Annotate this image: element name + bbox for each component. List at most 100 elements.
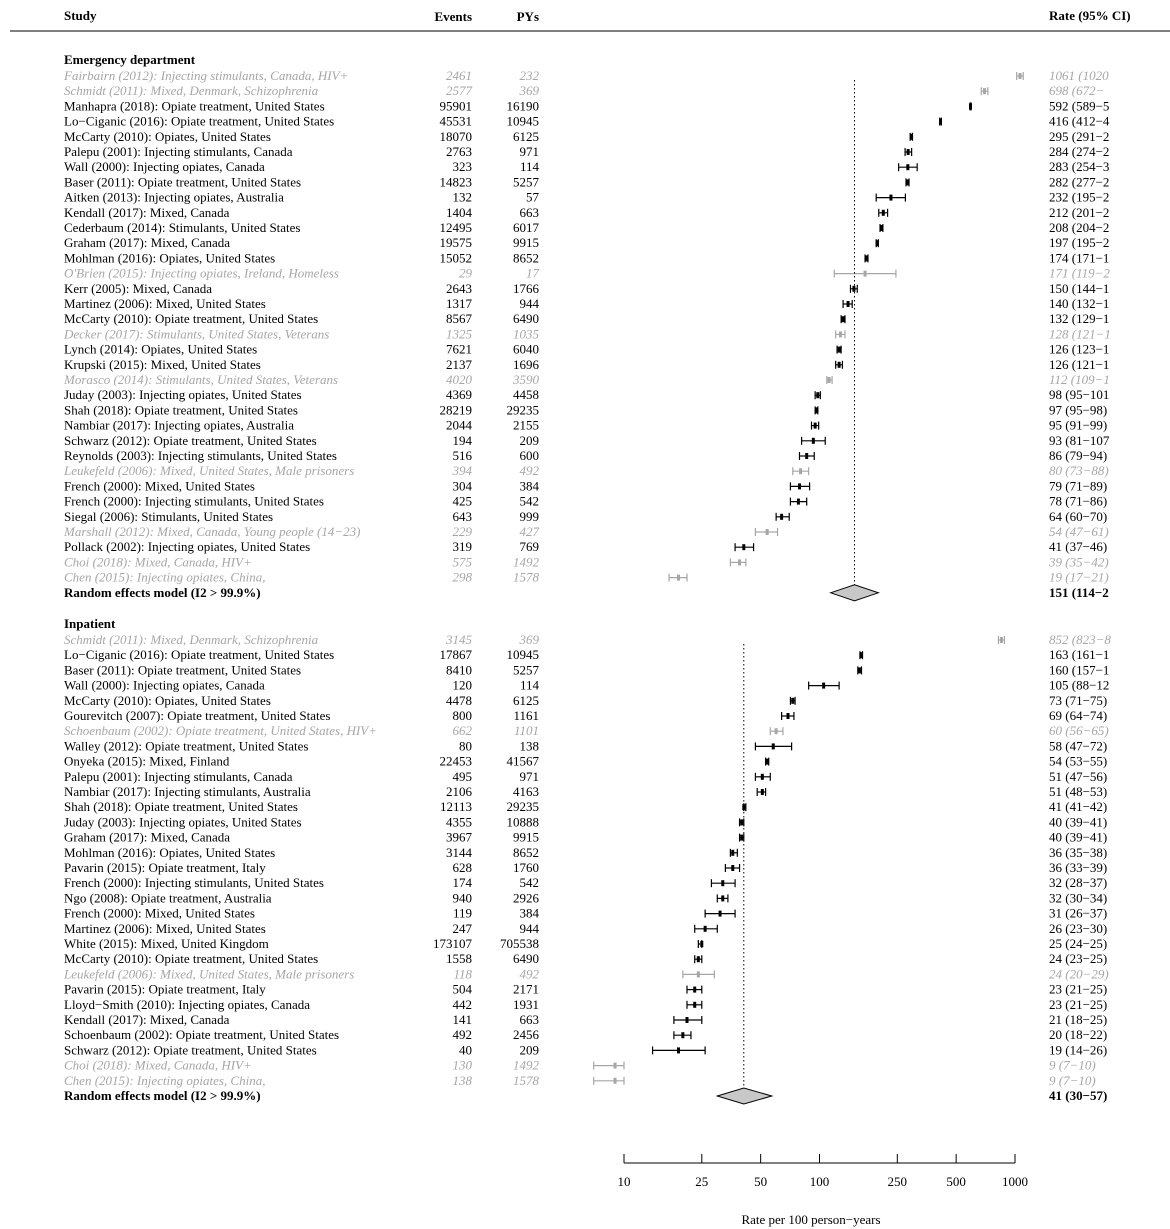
- study-rate-text: 20 (18−22): [1049, 1027, 1107, 1042]
- study-pys: 5257: [513, 174, 540, 189]
- point-estimate: [718, 910, 722, 917]
- section-title: Emergency department: [64, 52, 196, 67]
- point-estimate: [721, 880, 725, 887]
- study-rate-text: 9 (7−10): [1049, 1073, 1096, 1088]
- point-estimate: [799, 468, 803, 475]
- study-pys: 6125: [513, 129, 539, 144]
- point-estimate: [738, 559, 742, 566]
- study-label: McCarty (2010): Opiate treatment, United…: [64, 311, 318, 326]
- study-events: 940: [453, 890, 473, 905]
- study-rate-text: 126 (123−1: [1049, 342, 1109, 357]
- study-events: 2044: [446, 418, 473, 433]
- study-rate-text: 416 (412−4: [1049, 114, 1110, 129]
- study-rate-text: 78 (71−86): [1049, 494, 1107, 509]
- study-label: Onyeka (2015): Mixed, Finland: [64, 754, 230, 769]
- study-events: 19575: [440, 235, 473, 250]
- study-label: Pavarin (2015): Opiate treatment, Italy: [64, 860, 266, 875]
- study-rate-text: 9 (7−10): [1049, 1058, 1096, 1073]
- study-pys: 1101: [514, 723, 539, 738]
- x-tick-label: 50: [754, 1174, 767, 1189]
- study-rate-text: 126 (121−1: [1049, 357, 1109, 372]
- point-estimate: [791, 697, 795, 704]
- study-label: Cederbaum (2014): Stimulants, United Sta…: [64, 220, 301, 235]
- study-events: 17867: [440, 647, 473, 662]
- study-label: Siegal (2006): Stimulants, United States: [64, 509, 273, 524]
- study-rate-text: 40 (39−41): [1049, 830, 1107, 845]
- study-rate-text: 160 (157−1: [1049, 662, 1109, 677]
- point-estimate: [875, 240, 879, 247]
- study-pys: 6490: [513, 951, 539, 966]
- study-pys: 1766: [513, 281, 540, 296]
- header-pys: PYs: [517, 9, 539, 24]
- study-events: 298: [453, 570, 473, 585]
- point-estimate: [857, 667, 861, 674]
- point-estimate: [740, 834, 744, 841]
- study-label: Schmidt (2011): Mixed, Denmark, Schizoph…: [64, 632, 319, 647]
- study-label: Baser (2011): Opiate treatment, United S…: [64, 662, 301, 677]
- study-events: 495: [453, 769, 473, 784]
- study-pys: 542: [520, 494, 540, 509]
- study-label: Shah (2018): Opiate treatment, United St…: [64, 402, 298, 417]
- study-pys: 29235: [507, 402, 540, 417]
- study-pys: 971: [520, 769, 540, 784]
- study-events: 516: [453, 448, 473, 463]
- study-rate-text: 24 (20−29): [1049, 966, 1109, 981]
- point-estimate: [813, 422, 817, 429]
- point-estimate: [676, 1047, 680, 1054]
- study-events: 2763: [446, 144, 472, 159]
- study-rate-text: 197 (195−2: [1049, 235, 1109, 250]
- study-pys: 9915: [513, 235, 539, 250]
- study-events: 2643: [446, 281, 472, 296]
- study-label: Leukefeld (2006): Mixed, United States, …: [63, 966, 354, 981]
- study-events: 80: [459, 738, 472, 753]
- study-events: 173107: [433, 936, 473, 951]
- study-rate-text: 24 (23−25): [1049, 951, 1107, 966]
- study-label: Krupski (2015): Mixed, United States: [64, 357, 261, 372]
- x-tick-label: 100: [810, 1174, 830, 1189]
- study-rate-text: 41 (41−42): [1049, 799, 1107, 814]
- study-rate-text: 36 (35−38): [1049, 845, 1107, 860]
- study-rate-text: 284 (274−2: [1049, 144, 1109, 159]
- study-rate-text: 36 (33−39): [1049, 860, 1107, 875]
- study-pys: 6040: [513, 342, 539, 357]
- study-rate-text: 283 (254−3: [1049, 159, 1109, 174]
- point-estimate: [906, 164, 910, 171]
- study-label: French (2000): Mixed, United States: [64, 478, 255, 493]
- study-pys: 663: [520, 1012, 540, 1027]
- study-rate-text: 41 (37−46): [1049, 539, 1107, 554]
- study-pys: 2456: [513, 1027, 540, 1042]
- study-pys: 209: [520, 1042, 540, 1057]
- study-pys: 944: [520, 921, 540, 936]
- study-pys: 16190: [507, 98, 540, 113]
- study-rate-text: 32 (30−34): [1049, 890, 1107, 905]
- study-events: 1317: [446, 296, 473, 311]
- pooled-label: Random effects model (I2 > 99.9%): [64, 585, 261, 600]
- study-rate-text: 140 (132−1: [1049, 296, 1109, 311]
- study-rate-text: 25 (24−25): [1049, 936, 1107, 951]
- study-label: Schmidt (2011): Mixed, Denmark, Schizoph…: [64, 83, 319, 98]
- study-label: McCarty (2010): Opiates, United States: [64, 129, 271, 144]
- study-events: 800: [453, 708, 473, 723]
- study-label: Choi (2018): Mixed, Canada, HIV+: [64, 554, 252, 569]
- study-events: 504: [453, 982, 473, 997]
- study-events: 138: [453, 1073, 473, 1088]
- study-label: Mohlman (2016): Opiates, United States: [64, 250, 275, 265]
- study-rate-text: 592 (589−5: [1049, 98, 1109, 113]
- point-estimate: [852, 285, 856, 292]
- study-rate-text: 54 (53−55): [1049, 754, 1107, 769]
- point-estimate: [681, 1032, 685, 1039]
- study-events: 194: [453, 433, 473, 448]
- point-estimate: [771, 743, 775, 750]
- study-pys: 5257: [513, 662, 540, 677]
- point-estimate: [765, 758, 769, 765]
- study-events: 323: [453, 159, 473, 174]
- study-label: Decker (2017): Stimulants, United States…: [63, 326, 329, 341]
- study-label: Juday (2003): Injecting opiates, United …: [64, 814, 302, 829]
- study-label: Marshall (2012): Mixed, Canada, Young pe…: [63, 524, 360, 539]
- x-tick-label: 250: [888, 1174, 908, 1189]
- study-events: 8410: [446, 662, 472, 677]
- study-rate-text: 208 (204−2: [1049, 220, 1109, 235]
- study-events: 12495: [440, 220, 473, 235]
- x-tick-label: 25: [695, 1174, 708, 1189]
- study-label: Kerr (2005): Mixed, Canada: [64, 281, 212, 296]
